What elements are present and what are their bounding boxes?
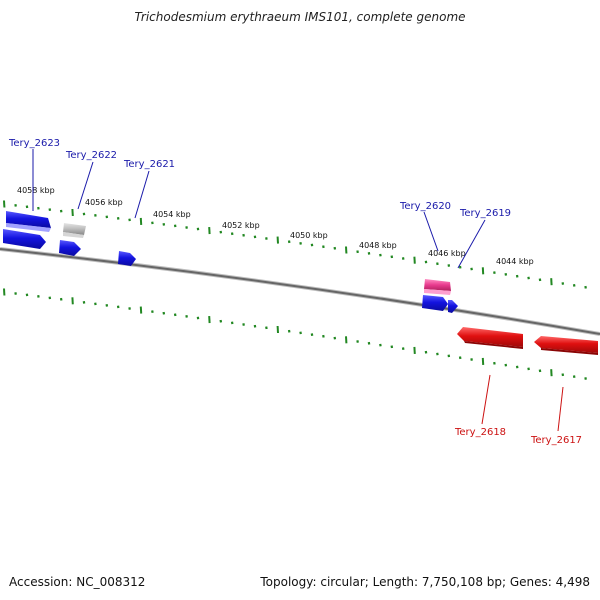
gene-tery-2620-pseudo[interactable] <box>424 279 451 295</box>
gene-label-tery-2617[interactable]: Tery_2617 <box>530 435 582 446</box>
gene-label-tery-2622[interactable]: Tery_2622 <box>65 150 117 161</box>
scale-label-4046: 4046 kbp <box>428 249 466 258</box>
scale-label-4058: 4058 kbp <box>17 186 55 195</box>
gene-labels: Tery_2623 Tery_2622 Tery_2621 Tery_2620 … <box>8 138 582 446</box>
genome-backbone <box>0 247 600 336</box>
inner-scale-ticks <box>3 288 587 380</box>
gene-tery-2619[interactable] <box>448 300 458 313</box>
scale-label-4052: 4052 kbp <box>222 221 260 230</box>
gene-label-tery-2621[interactable]: Tery_2621 <box>123 159 175 170</box>
gene-tery-2623-outer[interactable] <box>6 211 51 232</box>
scale-label-4048: 4048 kbp <box>359 241 397 250</box>
gene-tery-2622-hypothetical[interactable] <box>63 223 86 238</box>
label-leaders <box>32 149 564 432</box>
gene-label-tery-2619[interactable]: Tery_2619 <box>459 208 511 219</box>
gene-tery-2617[interactable] <box>534 336 598 355</box>
scale-labels: 4058 kbp 4056 kbp 4054 kbp 4052 kbp 4050… <box>17 186 534 266</box>
gene-tery-2622[interactable] <box>59 240 81 256</box>
gene-tery-2623[interactable] <box>3 229 46 249</box>
scale-label-4056: 4056 kbp <box>85 198 123 207</box>
gene-label-tery-2623[interactable]: Tery_2623 <box>8 138 60 149</box>
genome-title: Trichodesmium erythraeum IMS101, complet… <box>134 10 466 24</box>
scale-label-4044: 4044 kbp <box>496 257 534 266</box>
scale-label-4050: 4050 kbp <box>290 231 328 240</box>
gene-tery-2620[interactable] <box>422 295 448 311</box>
gene-tery-2621[interactable] <box>118 251 136 266</box>
outer-scale-ticks <box>3 200 587 289</box>
accession-text: Accession: NC_008312 <box>9 575 146 589</box>
gene-tery-2618[interactable] <box>457 327 523 349</box>
genome-summary-text: Topology: circular; Length: 7,750,108 bp… <box>260 575 590 589</box>
gene-label-tery-2620[interactable]: Tery_2620 <box>399 201 451 212</box>
scale-label-4054: 4054 kbp <box>153 210 191 219</box>
gene-label-tery-2618[interactable]: Tery_2618 <box>454 427 506 438</box>
